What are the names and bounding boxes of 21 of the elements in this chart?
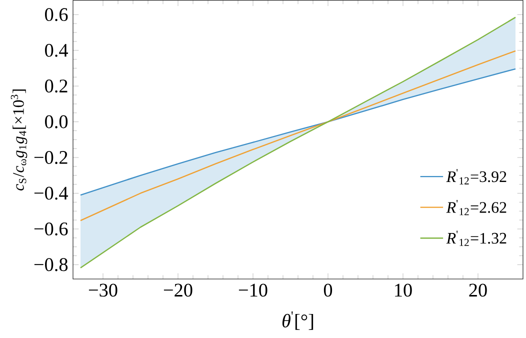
line-series	[80, 68, 516, 196]
y-tick-label: 0.6	[45, 8, 68, 22]
x-tick-label: 20	[469, 284, 487, 297]
y-tick-label: −0.4	[34, 186, 68, 200]
y-tick-label: −0.6	[34, 222, 68, 236]
x-tick-label: −10	[238, 284, 268, 297]
x-tick-label: 0	[324, 284, 332, 297]
x-tick-label: 10	[395, 284, 412, 297]
line-series	[80, 50, 516, 222]
legend-label: R$^{'}$$_{12}$=2.62	[446, 200, 506, 216]
y-tick-label: −0.2	[34, 150, 68, 164]
x-tick-label: −20	[164, 284, 192, 297]
y-tick-label: 0.0	[45, 115, 68, 128]
x-axis-title: θ$^{'}$[°]	[282, 312, 314, 330]
legend-label: R$^{'}$$_{12}$=1.32	[446, 230, 506, 246]
text: c$_{S}$/c$_{ω}$g$_{1}$g$_{4}$[×10$^{3}$]	[10, 90, 28, 190]
y-tick-label: 0.2	[45, 80, 68, 93]
x-tick-label: −30	[88, 284, 118, 297]
y-tick-label: −0.8	[34, 258, 68, 272]
legend-label: R$^{'}$$_{12}$=3.92	[446, 169, 506, 184]
y-tick-label: 0.4	[45, 44, 68, 57]
